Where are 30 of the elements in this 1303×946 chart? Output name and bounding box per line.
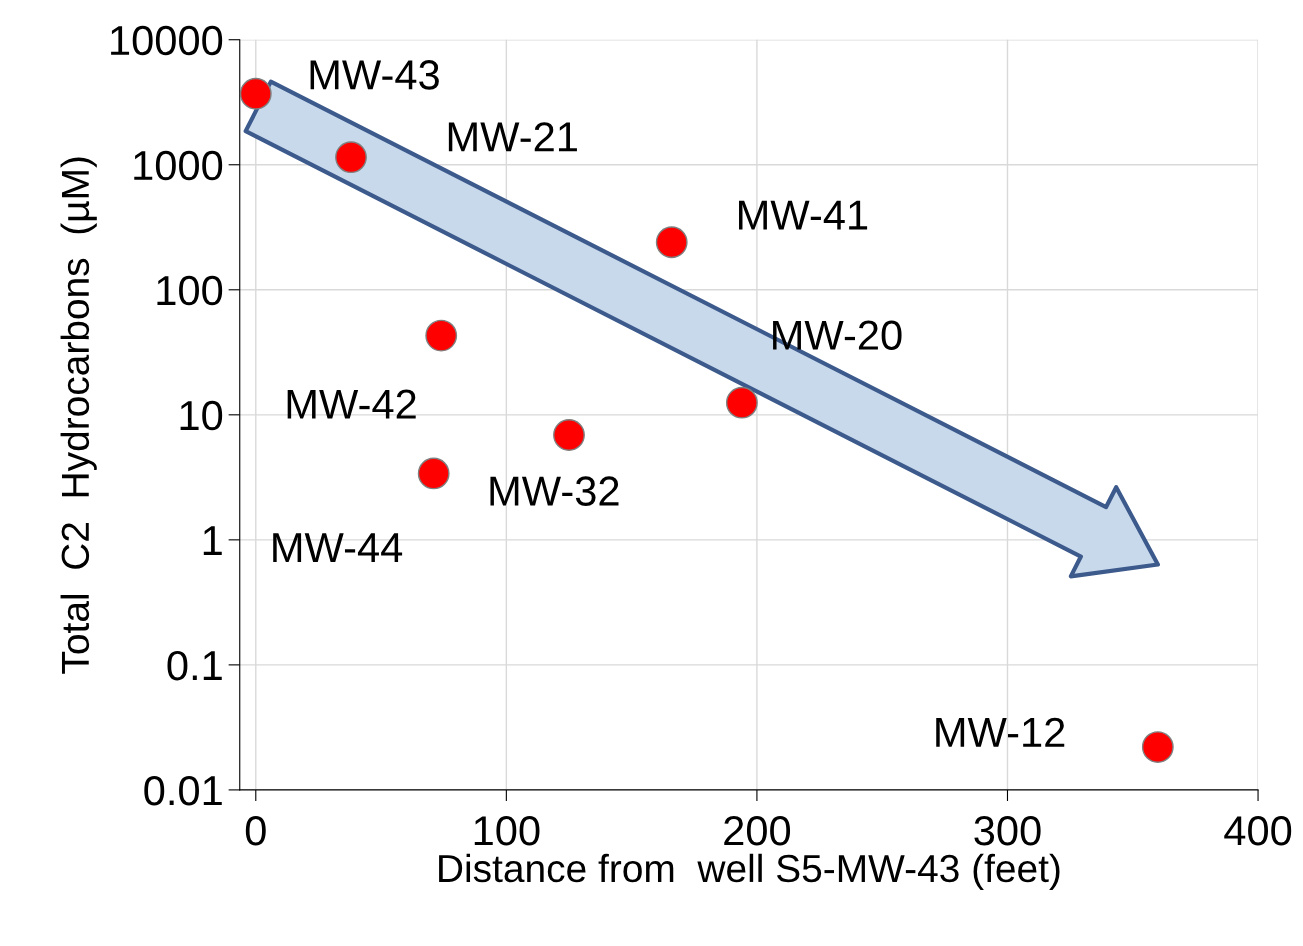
annotation: MW-44 [273, 533, 403, 562]
y-tick-label: 10 [180, 400, 223, 431]
y-tick-label: 10000 [111, 25, 223, 56]
annotation: MW-32 [490, 476, 619, 506]
annotation: MW-12 [936, 717, 1065, 747]
y-tick-label: 1 [203, 526, 222, 555]
y-tick-label: 0.01 [144, 775, 222, 806]
x-tick-label: 0 [245, 816, 266, 846]
point [425, 319, 458, 352]
y-tick-label: 1000 [134, 150, 223, 181]
y-tick-label: 100 [157, 275, 223, 306]
annotation: MW-41 [739, 200, 868, 230]
y-axis-title: Total C2 Hydrocarbons (µM) [60, 157, 97, 674]
y-tick-label: 0.1 [167, 650, 222, 681]
point [655, 226, 688, 259]
point [725, 386, 758, 419]
point [239, 77, 272, 110]
annotation: MW-20 [773, 320, 902, 350]
x-tick-label: 300 [974, 816, 1041, 846]
point [553, 419, 585, 451]
annotation: MW-21 [448, 122, 577, 152]
point [1141, 731, 1174, 764]
annotation: MW-42 [287, 389, 416, 419]
annotation: MW-43 [310, 60, 439, 90]
x-axis-title: Distance from well S5-MW-43 (feet) [439, 853, 1060, 890]
x-tick-label: 400 [1224, 816, 1292, 846]
x-tick-label: 100 [474, 816, 540, 846]
x-tick-label: 200 [724, 816, 791, 846]
point [335, 141, 367, 174]
point [417, 457, 450, 490]
